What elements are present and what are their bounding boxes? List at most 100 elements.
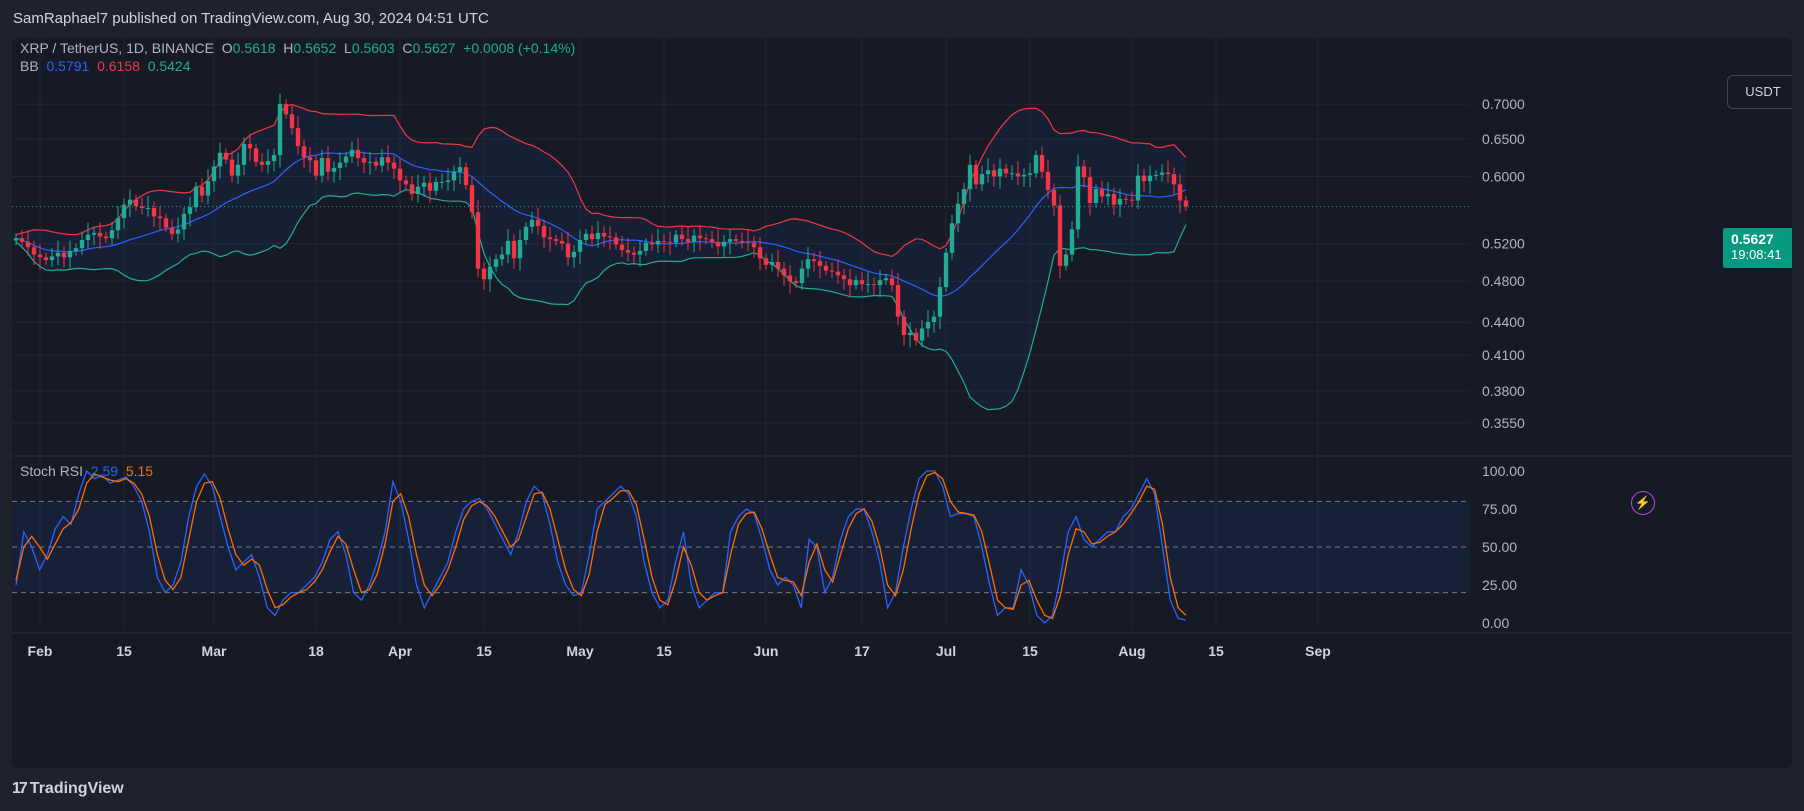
candle-body <box>475 212 481 269</box>
candle-body <box>91 232 97 235</box>
candle-body <box>43 257 49 261</box>
candle-body <box>139 206 145 208</box>
candle-body <box>1021 174 1027 177</box>
candle-body <box>151 207 157 217</box>
stoch-axis-label: 75.00 <box>1482 501 1517 517</box>
bb-lower-line <box>15 188 1187 411</box>
candle-body <box>373 161 379 166</box>
candle-body <box>1051 189 1057 206</box>
publish-bar: SamRaphael7 published on TradingView.com… <box>0 0 1804 38</box>
candle-body <box>601 232 607 237</box>
candle-body <box>703 238 709 240</box>
candle-body <box>649 242 655 245</box>
candle-body <box>865 284 871 286</box>
price-axis-label: 0.6000 <box>1482 168 1525 184</box>
candle-body <box>547 237 553 240</box>
candle-body <box>655 240 661 245</box>
price-axis-label: 0.5200 <box>1482 236 1525 252</box>
candle-body <box>85 234 91 241</box>
chart-area[interactable]: 0.7000 0.6500 0.6000 0.5200 0.4800 0.4400 0.41… <box>12 38 1792 768</box>
candle-body <box>1183 200 1189 207</box>
candle-body <box>577 240 583 252</box>
candle-body <box>187 207 193 214</box>
chart-canvas[interactable]: 0.7000 0.6500 0.6000 0.5200 0.4800 0.4400 0.41… <box>12 38 1792 768</box>
lightning-icon[interactable]: ⚡ <box>1631 491 1655 515</box>
candle-body <box>199 186 205 196</box>
candle-body <box>217 152 223 167</box>
candle-body <box>535 219 541 226</box>
candle-body <box>1135 175 1141 201</box>
candle-body <box>79 240 85 249</box>
candle-body <box>817 261 823 266</box>
candle-body <box>391 162 397 169</box>
candle-body <box>1039 155 1045 172</box>
candle-body <box>589 233 595 240</box>
candle-body <box>331 167 337 172</box>
stoch-label: Stoch RSI <box>20 463 84 479</box>
candle-body <box>583 233 589 241</box>
time-axis-label: Jul <box>936 643 956 659</box>
candle-body <box>967 164 973 190</box>
candle-body <box>259 161 265 165</box>
bb-lower-value: 0.5424 <box>147 58 191 74</box>
candle-body <box>295 128 301 147</box>
candle-body <box>325 158 331 172</box>
candle-body <box>1057 205 1063 266</box>
currency-button[interactable]: USDT <box>1727 75 1792 109</box>
tradingview-brand: 17 TradingView <box>12 780 124 798</box>
candle-body <box>499 254 505 260</box>
candle-body <box>1081 166 1087 178</box>
candle-body <box>625 249 631 253</box>
candle-body <box>619 244 625 250</box>
candle-body <box>1099 189 1105 197</box>
candle-body <box>661 240 667 242</box>
candle-body <box>715 241 721 247</box>
candle-body <box>811 259 817 262</box>
candle-body <box>277 104 283 156</box>
candle-body <box>253 148 259 162</box>
candle-body <box>355 149 361 159</box>
candle-body <box>901 316 907 336</box>
candle-body <box>529 219 535 227</box>
bb-upper-value: 0.6158 <box>97 58 140 74</box>
candle-body <box>1117 198 1123 205</box>
candle-body <box>829 270 835 272</box>
candle-body <box>109 230 115 239</box>
candle-body <box>181 213 187 230</box>
candle-body <box>421 182 427 187</box>
candle-body <box>67 250 73 258</box>
candle-body <box>301 146 307 158</box>
stoch-legend: Stoch RSI 2.59 5.15 <box>20 463 153 479</box>
candle-body <box>769 262 775 265</box>
candle-body <box>853 280 859 286</box>
candle-body <box>247 143 253 149</box>
open-label: O <box>221 40 233 56</box>
candle-body <box>955 203 961 224</box>
candle-body <box>229 159 235 176</box>
time-axis-label: May <box>566 643 593 659</box>
candle-body <box>763 258 769 265</box>
candle-body <box>271 155 277 162</box>
candle-body <box>643 242 649 251</box>
candle-body <box>721 241 727 247</box>
time-axis-label: Apr <box>388 643 413 659</box>
candle-body <box>793 281 799 284</box>
open-value: 0.5618 <box>232 40 276 56</box>
candle-body <box>289 114 295 129</box>
time-axis-label: 18 <box>308 643 324 659</box>
candle-body <box>469 185 475 213</box>
candle-body <box>235 164 241 176</box>
time-axis-label: Feb <box>28 643 53 659</box>
candle-body <box>55 252 61 257</box>
candle-body <box>157 216 163 219</box>
time-axis-label: 15 <box>1022 643 1038 659</box>
high-label: H <box>283 40 294 56</box>
candle-body <box>517 240 523 259</box>
candle-body <box>961 189 967 204</box>
price-axis-label: 0.7000 <box>1482 96 1525 112</box>
candle-body <box>415 186 421 194</box>
low-value: 0.5603 <box>351 40 395 56</box>
candle-body <box>1141 175 1147 182</box>
candle-body <box>49 256 55 261</box>
candle-body <box>727 239 733 242</box>
